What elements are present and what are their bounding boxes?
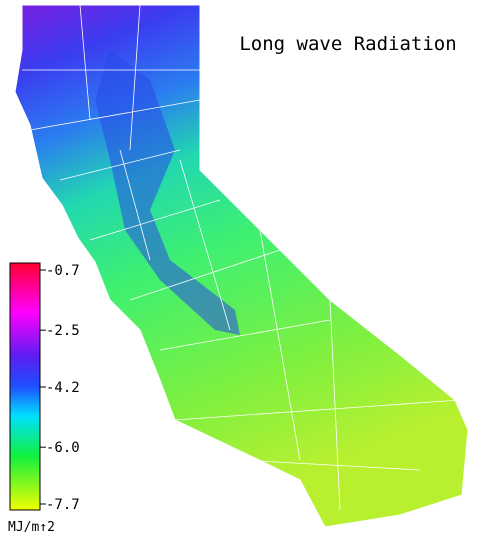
map-title: Long wave Radiation — [239, 33, 456, 55]
colorbar — [9, 262, 41, 511]
colorbar-tick-label: -7.7 — [46, 497, 80, 513]
central-valley — [95, 50, 240, 335]
colorbar-tick-label: -6.0 — [46, 440, 80, 456]
county-borders — [22, 4, 461, 511]
colorbar-unit: MJ/m↑2 — [8, 520, 55, 535]
state-shape — [14, 4, 469, 528]
colorbar-tick-label: -0.7 — [46, 263, 80, 279]
colorbar-tick-label: -2.5 — [46, 323, 80, 339]
colorbar-tick-label: -4.2 — [46, 380, 80, 396]
colorbar-ticks: -0.7 -2.5 -4.2 -6.0 -7.7 — [40, 263, 80, 513]
